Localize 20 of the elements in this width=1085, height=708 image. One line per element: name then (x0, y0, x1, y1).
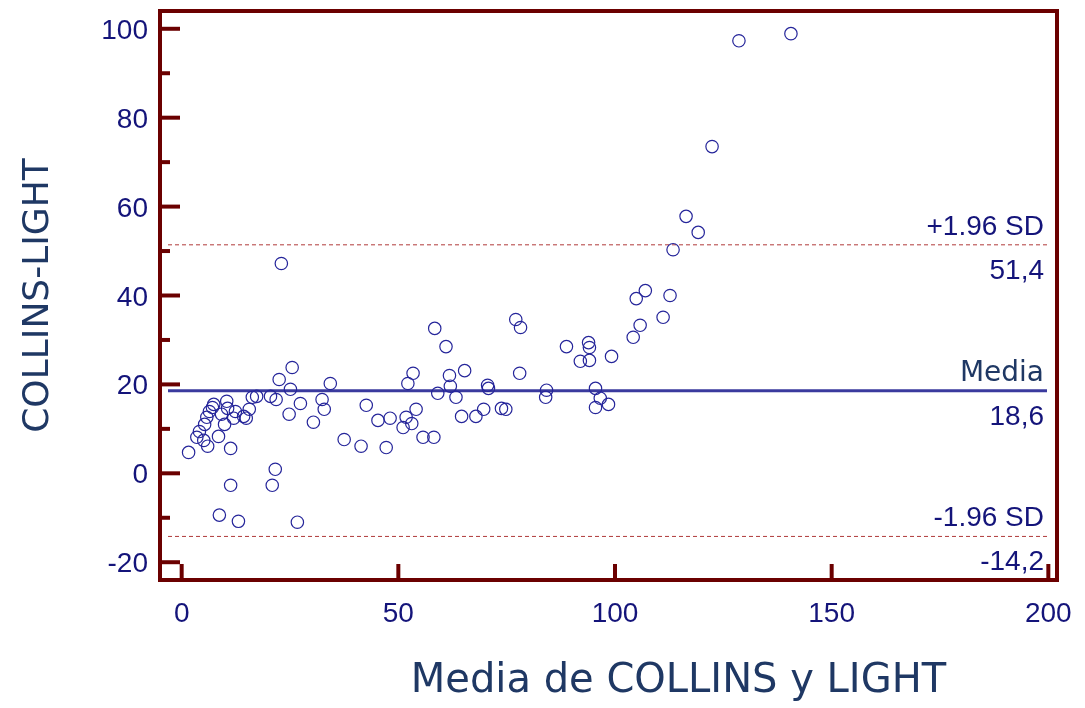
y-tick-label: 80 (116, 102, 148, 134)
x-tick-label: 100 (591, 597, 639, 628)
annotation: 18,6 (989, 399, 1044, 431)
x-tick-label: 200 (1024, 597, 1072, 628)
y-tick-label: 100 (101, 13, 148, 45)
annotation: 51,4 (989, 253, 1044, 285)
y-tick-label: 60 (116, 191, 148, 223)
x-tick-label: 50 (382, 597, 414, 628)
annotation: -14,2 (980, 545, 1044, 577)
y-tick-label: 0 (132, 458, 148, 490)
x-tick-label: 0 (173, 597, 190, 628)
y-tick-label: 40 (116, 280, 148, 312)
x-tick-label: 150 (808, 597, 856, 628)
y-tick-label: 20 (116, 369, 148, 401)
y-tick-label: -20 (107, 547, 148, 579)
ref-line-label: +1.96 SD (926, 209, 1044, 241)
y-axis-title: COLLINS-LIGHT (15, 157, 56, 433)
x-axis-title: Media de COLLINS y LIGHT (410, 655, 947, 701)
ref-line-label: -1.96 SD (933, 501, 1044, 533)
ref-line-label: Media (959, 354, 1044, 388)
